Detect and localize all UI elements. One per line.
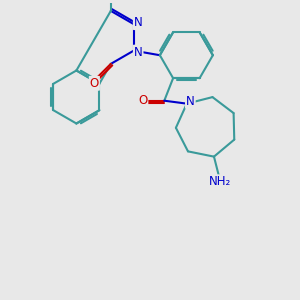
Text: N: N — [186, 95, 195, 108]
Text: NH₂: NH₂ — [209, 175, 232, 188]
Text: N: N — [134, 46, 142, 59]
Text: O: O — [138, 94, 147, 107]
Text: N: N — [134, 16, 142, 29]
Text: O: O — [90, 77, 99, 90]
